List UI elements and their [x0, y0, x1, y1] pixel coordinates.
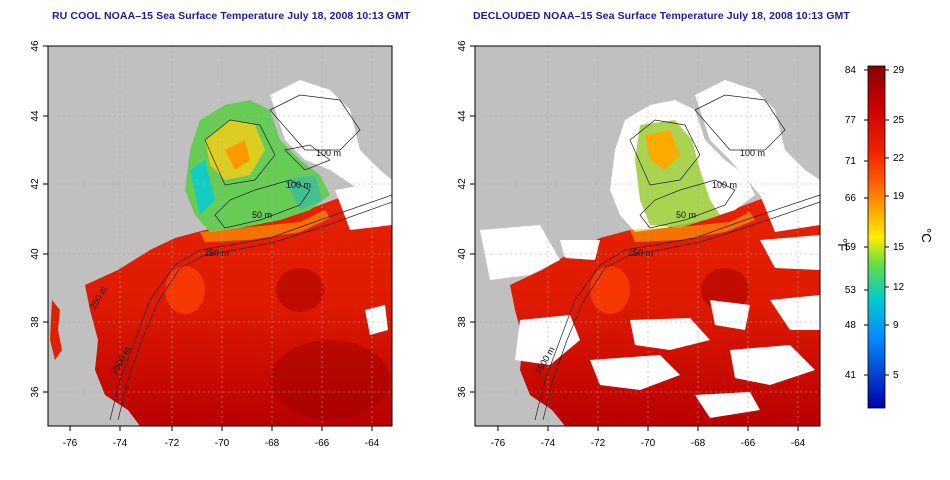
temperature-colorbar: 84 77 71 66 59 53 48 41 29 25 22 19 15 1… — [830, 0, 950, 480]
x-tick-label: -76 — [63, 438, 78, 449]
y-tick-label: 38 — [457, 316, 468, 328]
x-tick-label: -70 — [215, 438, 230, 449]
x-tick-label: -66 — [741, 438, 756, 449]
x-tick-label: -72 — [165, 438, 180, 449]
c-tick-label: 12 — [893, 282, 905, 293]
c-tick-label: 5 — [893, 370, 899, 381]
y-tick-label: 44 — [457, 110, 468, 122]
right-map-svg: 100 m 100 m 50 m 250 m 2500 m 46 44 42 4… — [457, 40, 821, 449]
c-tick-label: 29 — [893, 65, 905, 76]
map-frame — [47, 45, 393, 427]
c-tick-label: 9 — [893, 320, 899, 331]
x-tick-label: -74 — [113, 438, 128, 449]
f-tick-label: 59 — [845, 242, 857, 253]
x-tick-label: -66 — [315, 438, 330, 449]
contour-label: 50 m — [252, 210, 272, 220]
y-tick-label: 36 — [457, 386, 468, 398]
x-tick-label: -64 — [791, 438, 806, 449]
f-tick-label: 53 — [845, 285, 857, 296]
y-tick-label: 40 — [457, 248, 468, 260]
f-tick-label: 41 — [845, 370, 857, 381]
celsius-unit-label: °C — [919, 228, 934, 243]
y-tick-label: 40 — [30, 248, 41, 260]
y-tick-label: 36 — [30, 386, 41, 398]
f-tick-label: 48 — [845, 320, 857, 331]
f-tick-label: 66 — [845, 193, 857, 204]
y-tick-label: 46 — [30, 40, 41, 52]
x-tick-label: -70 — [641, 438, 656, 449]
y-tick-label: 42 — [457, 178, 468, 190]
x-tick-label: -68 — [691, 438, 706, 449]
celsius-ticks: 29 25 22 19 15 12 9 5 — [885, 65, 905, 381]
y-tick-label: 44 — [30, 110, 41, 122]
contour-label: 100 m — [286, 180, 311, 190]
left-map-title: RU COOL NOAA–15 Sea Surface Temperature … — [52, 10, 411, 22]
ocean-sst-area — [85, 190, 392, 426]
c-tick-label: 25 — [893, 115, 905, 126]
f-tick-label: 77 — [845, 115, 857, 126]
contour-label: 100 m — [316, 148, 341, 158]
fahrenheit-ticks: 84 77 71 66 59 53 48 41 — [845, 65, 868, 381]
y-axis-ticks: 46 44 42 40 38 36 — [30, 40, 48, 398]
x-tick-label: -76 — [491, 438, 506, 449]
contour-label: 250 m — [628, 248, 653, 258]
y-tick-label: 46 — [457, 40, 468, 52]
left-map-panel: 100 m 100 m 50 m 250 m 250 m 2500 m 46 4… — [0, 0, 430, 480]
right-map-panel: 100 m 100 m 50 m 250 m 2500 m 46 44 42 4… — [430, 0, 830, 480]
cloud-area — [695, 80, 820, 232]
right-map-title: DECLOUDED NOAA–15 Sea Surface Temperatur… — [473, 10, 850, 22]
cloud-area — [270, 80, 392, 190]
f-tick-label: 71 — [845, 156, 857, 167]
bathymetry-contours — [109, 94, 392, 421]
colorbar-svg: 84 77 71 66 59 53 48 41 29 25 22 19 15 1… — [835, 65, 934, 409]
c-tick-label: 15 — [893, 242, 905, 253]
contour-label: 250 m — [204, 248, 229, 258]
bathymetry-contours — [534, 94, 820, 421]
colorbar-gradient — [867, 65, 886, 409]
y-axis-ticks: 46 44 42 40 38 36 — [457, 40, 475, 398]
y-tick-label: 38 — [30, 316, 41, 328]
x-tick-label: -64 — [365, 438, 380, 449]
x-tick-label: -72 — [591, 438, 606, 449]
contour-label: 100 m — [712, 180, 737, 190]
contour-label: 50 m — [676, 210, 696, 220]
f-tick-label: 84 — [845, 65, 857, 76]
x-tick-label: -68 — [265, 438, 280, 449]
x-axis-ticks: -76 -74 -72 -70 -68 -66 -64 — [491, 426, 806, 449]
c-tick-label: 22 — [893, 153, 905, 164]
lat-lon-grid — [475, 46, 820, 426]
fahrenheit-unit-label: °F — [835, 238, 850, 251]
x-tick-label: -74 — [541, 438, 556, 449]
x-axis-ticks: -76 -74 -72 -70 -68 -66 -64 — [63, 426, 380, 449]
contour-label: 100 m — [740, 148, 765, 158]
c-tick-label: 19 — [893, 191, 905, 202]
left-map-svg: 100 m 100 m 50 m 250 m 250 m 2500 m 46 4… — [30, 40, 393, 449]
y-tick-label: 42 — [30, 178, 41, 190]
lat-lon-grid — [48, 46, 392, 426]
